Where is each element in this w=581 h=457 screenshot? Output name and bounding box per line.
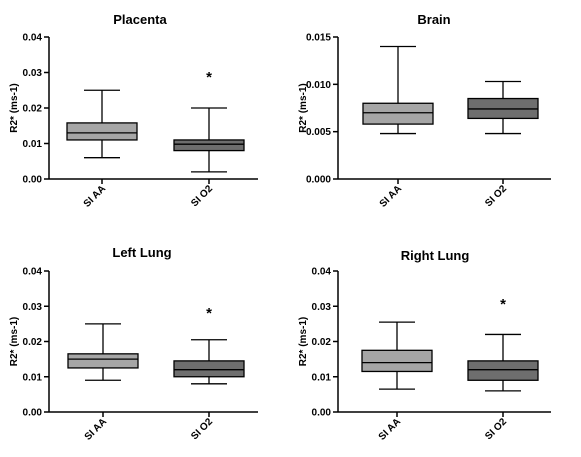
box-iqr [362, 102, 434, 125]
y-tick-label: 0.00 [23, 175, 43, 186]
box-iqr [173, 139, 245, 152]
box-iqr [173, 360, 245, 378]
y-tick-label: 0.04 [23, 33, 43, 44]
box-iqr [467, 360, 539, 381]
y-tick-label: 0.00 [23, 408, 43, 419]
y-tick-label: 0.015 [306, 33, 331, 44]
y-tick-label: 0.02 [312, 337, 332, 348]
y-tick-label: 0.03 [312, 302, 332, 313]
y-axis-label: R2* (ms-1) [9, 83, 20, 132]
panel-left-lung: Left Lung R2* (ms-1) * 0.00 0.01 0.02 0.03 0… [9, 245, 258, 443]
panel-brain: Brain R2* (ms-1) 0.000 0.005 0.010 0.015 SI … [298, 12, 551, 210]
y-axis-label: R2* (ms-1) [298, 83, 309, 132]
x-tick-label: SI AA [377, 416, 403, 442]
x-tick-label: SI AA [378, 183, 404, 209]
box-iqr [67, 353, 139, 369]
x-tick-label: SI O2 [189, 183, 215, 209]
y-axis-label: R2* (ms-1) [9, 317, 20, 366]
x-tick-label: SI AA [82, 183, 108, 209]
y-tick-label: 0.04 [312, 267, 332, 278]
significance-marker: * [206, 69, 212, 86]
box-iqr [66, 122, 138, 141]
y-tick-label: 0.04 [23, 267, 43, 278]
panel-right-lung: Right Lung R2* (ms-1) * 0.00 0.01 0.02 0.03… [298, 248, 551, 443]
y-tick-label: 0.01 [23, 139, 43, 150]
significance-marker: * [206, 305, 212, 322]
y-tick-label: 0.010 [306, 80, 331, 91]
y-tick-label: 0.02 [23, 337, 43, 348]
x-tick-label: SI O2 [483, 416, 509, 442]
y-tick-label: 0.02 [23, 104, 43, 115]
y-tick-label: 0.005 [306, 127, 331, 138]
panel-title: Right Lung [401, 248, 470, 263]
y-tick-label: 0.03 [23, 68, 43, 79]
y-tick-label: 0.03 [23, 302, 43, 313]
significance-marker: * [500, 296, 506, 313]
y-tick-label: 0.01 [23, 372, 43, 383]
y-axis-label: R2* (ms-1) [298, 317, 309, 366]
x-tick-label: SI O2 [189, 416, 215, 442]
panel-placenta: Placenta R2* (ms-1) * 0.00 0.01 0.02 0.03 0.… [9, 12, 258, 210]
panel-title: Left Lung [112, 245, 171, 260]
y-tick-label: 0.000 [306, 175, 331, 186]
panel-title: Placenta [113, 12, 167, 27]
box-iqr [361, 349, 433, 373]
y-tick-label: 0.00 [312, 408, 332, 419]
x-tick-label: SI AA [83, 416, 109, 442]
panel-title: Brain [417, 12, 450, 27]
x-tick-label: SI O2 [483, 183, 509, 209]
y-tick-label: 0.01 [312, 372, 332, 383]
